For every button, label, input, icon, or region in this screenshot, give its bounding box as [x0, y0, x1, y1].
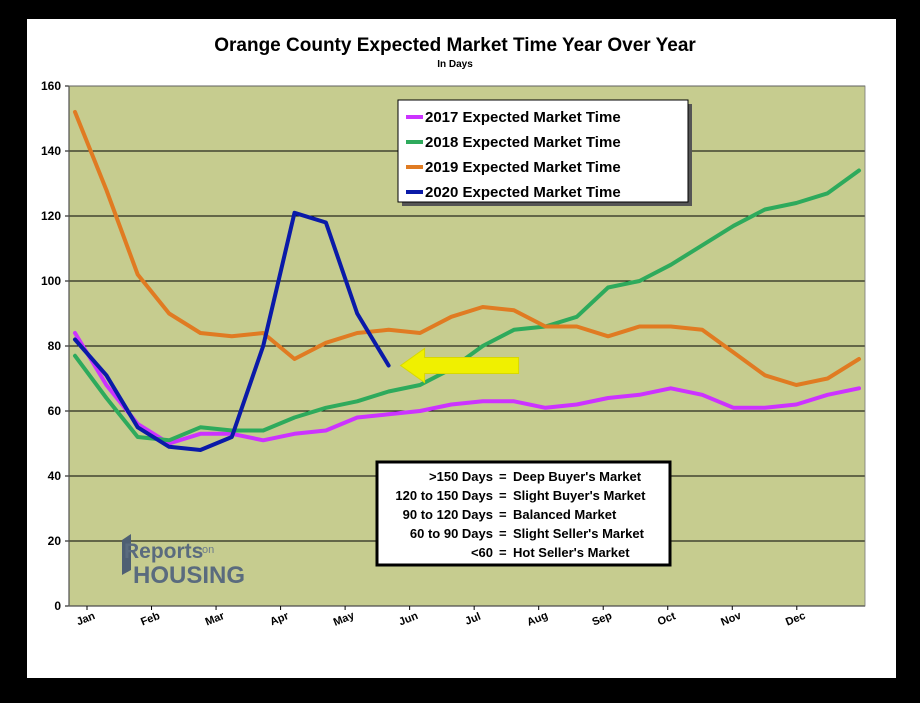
legend-box: [397, 99, 689, 203]
market-key: >150 Days = Deep Buyer's Market 120 to 150 …: [375, 460, 672, 567]
x-tick-label: Nov: [719, 609, 744, 628]
x-tick-label: Aug: [525, 610, 549, 629]
market-key-range: >150 Days: [429, 469, 493, 484]
y-tick-label: 80: [48, 339, 62, 353]
market-key-range: 90 to 120 Days: [403, 507, 493, 522]
chart-svg: 0 20 40 60 80 100 120 140 160 Jan Feb Mar Apr May Jun J…: [41, 35, 866, 629]
market-key-meaning: Balanced Market: [513, 507, 617, 522]
x-tick-label: Dec: [784, 610, 807, 629]
market-key-range: 120 to 150 Days: [395, 488, 493, 503]
logo-reports: Reports: [124, 540, 203, 563]
y-tick-label: 60: [48, 404, 62, 418]
yellow-arrow-annotation: [399, 347, 520, 384]
market-key-meaning: Hot Seller's Market: [513, 545, 630, 560]
x-tick-label: Oct: [656, 610, 678, 628]
chart-subtitle: In Days: [437, 59, 473, 70]
legend-label: 2018 Expected Market Time: [425, 134, 621, 151]
legend: 2017 Expected Market Time 2018 Expected M…: [397, 99, 692, 206]
x-tick-label: Jul: [463, 611, 482, 628]
logo-housing: HOUSING: [133, 562, 245, 589]
y-tick-label: 160: [41, 79, 61, 93]
y-tick-label: 140: [41, 144, 61, 158]
series-line-3: [73, 210, 391, 452]
x-tick-label: Jan: [75, 610, 97, 628]
market-key-box: [375, 460, 672, 567]
market-key-equals: =: [499, 488, 507, 503]
x-tick-label: Feb: [139, 610, 162, 629]
x-tick-label: Mar: [204, 610, 227, 629]
market-key-equals: =: [499, 545, 507, 560]
market-key-meaning: Deep Buyer's Market: [513, 469, 642, 484]
x-tick-label: May: [332, 609, 357, 628]
logo-mark-icon: [122, 534, 131, 575]
market-key-equals: =: [499, 526, 507, 541]
legend-label: 2017 Expected Market Time: [425, 109, 621, 126]
plot-border: [68, 85, 866, 607]
legend-label: 2019 Expected Market Time: [425, 159, 621, 176]
chart-frame: 0 20 40 60 80 100 120 140 160 Jan Feb Mar Apr May Jun J…: [27, 19, 896, 678]
legend-label: 2020 Expected Market Time: [425, 184, 621, 201]
logo-on: on: [202, 544, 214, 556]
market-key-range: <60: [471, 545, 493, 560]
x-tick-label: Apr: [268, 610, 291, 628]
chart-title: Orange County Expected Market Time Year …: [214, 35, 696, 56]
y-tick-label: 100: [41, 274, 61, 288]
series-line-0: [73, 331, 861, 446]
x-tick-label: Sep: [590, 610, 613, 629]
y-tick-label: 0: [54, 599, 61, 613]
market-key-equals: =: [499, 469, 507, 484]
series-line-2: [73, 110, 861, 387]
x-tick-label: Jun: [397, 610, 420, 629]
y-tick-label: 120: [41, 209, 61, 223]
market-key-meaning: Slight Buyer's Market: [513, 488, 646, 503]
market-key-range: 60 to 90 Days: [410, 526, 493, 541]
market-key-equals: =: [499, 507, 507, 522]
y-tick-label: 40: [48, 469, 62, 483]
y-tick-label: 20: [48, 534, 62, 548]
market-key-meaning: Slight Seller's Market: [513, 526, 645, 541]
